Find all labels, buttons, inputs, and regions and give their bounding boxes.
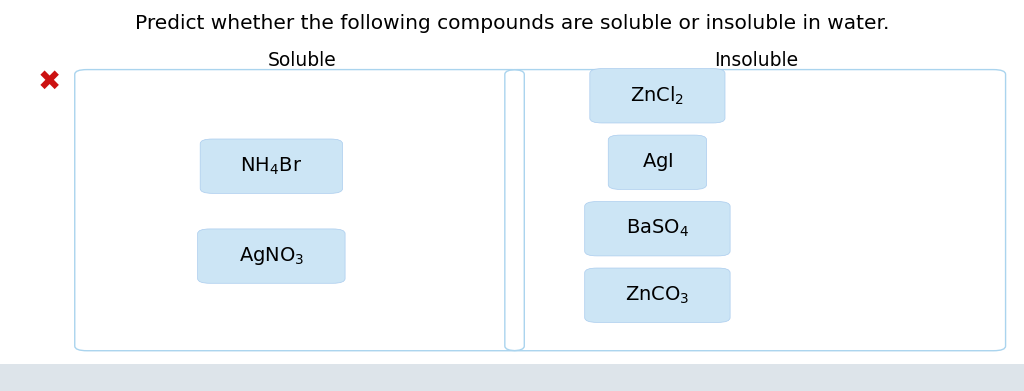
Text: $\mathregular{NH_4Br}$: $\mathregular{NH_4Br}$ bbox=[241, 156, 302, 177]
FancyBboxPatch shape bbox=[0, 364, 1024, 391]
Text: ✖: ✖ bbox=[38, 68, 60, 96]
FancyBboxPatch shape bbox=[608, 135, 707, 189]
Text: Insoluble: Insoluble bbox=[714, 51, 798, 70]
FancyBboxPatch shape bbox=[201, 139, 342, 193]
FancyBboxPatch shape bbox=[585, 202, 730, 256]
FancyBboxPatch shape bbox=[590, 68, 725, 123]
Text: $\mathregular{BaSO_4}$: $\mathregular{BaSO_4}$ bbox=[626, 218, 689, 239]
Text: Predict whether the following compounds are soluble or insoluble in water.: Predict whether the following compounds … bbox=[135, 14, 889, 33]
Text: $\mathregular{ZnCO_3}$: $\mathregular{ZnCO_3}$ bbox=[626, 285, 689, 306]
Text: $\mathregular{ZnCl_2}$: $\mathregular{ZnCl_2}$ bbox=[631, 84, 684, 107]
Text: Soluble: Soluble bbox=[267, 51, 337, 70]
Text: $\mathregular{AgNO_3}$: $\mathregular{AgNO_3}$ bbox=[239, 245, 304, 267]
FancyBboxPatch shape bbox=[585, 268, 730, 322]
FancyBboxPatch shape bbox=[198, 229, 345, 283]
Text: $\mathregular{AgI}$: $\mathregular{AgI}$ bbox=[642, 151, 673, 173]
